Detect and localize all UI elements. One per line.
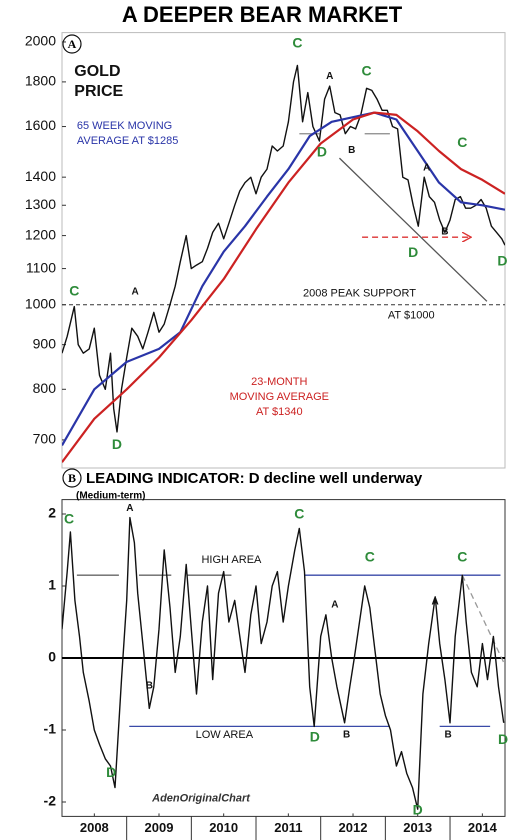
y-tick-label: 1 [48, 577, 56, 593]
phase-letter: A [131, 287, 138, 298]
series-line [62, 516, 505, 810]
x-tick-label: 2009 [145, 820, 174, 835]
y-tick-label: 1000 [25, 295, 56, 311]
phase-letter: D [112, 436, 122, 452]
x-tick-label: 2012 [339, 820, 368, 835]
chart-note: MOVING AVERAGE [230, 391, 329, 403]
panel-label-circle [62, 468, 82, 488]
annotation-line [338, 157, 488, 302]
y-tick-label: 1200 [25, 226, 56, 242]
y-tick-label: 1300 [25, 196, 56, 212]
y-tick-label: 1100 [26, 259, 56, 275]
panel-label: B [68, 471, 76, 485]
chart-note: HIGH AREA [201, 554, 262, 566]
y-tick-label: 1600 [25, 117, 56, 133]
chart-note: 23-MONTH [251, 376, 307, 388]
phase-letter: D [408, 244, 418, 260]
phase-letter: B [146, 681, 153, 692]
y-tick-label: 0 [48, 649, 56, 665]
chart-note: 65 WEEK MOVING [77, 120, 172, 132]
phase-letter: D [497, 252, 507, 268]
y-tick-label: 2 [48, 505, 56, 521]
plot-frame [61, 32, 506, 469]
phase-letter: C [457, 134, 467, 150]
phase-letter: B [441, 226, 448, 237]
phase-letter: C [362, 63, 372, 79]
panel-subtitle: (Medium-term) [76, 491, 145, 502]
x-tick-label: 2010 [209, 820, 238, 835]
phase-letter: A [326, 71, 333, 82]
series-line [62, 64, 505, 433]
phase-letter: B [444, 730, 451, 741]
phase-letter: C [365, 549, 375, 565]
y-tick-label: -1 [44, 721, 57, 737]
panel-label: A [68, 37, 77, 51]
panel-label-circle [62, 34, 82, 54]
y-tick-label: 2000 [25, 33, 56, 49]
series-line [62, 111, 505, 446]
phase-letter: C [294, 505, 304, 521]
phase-letter: D [106, 764, 116, 780]
phase-letter: A [432, 596, 439, 607]
phase-letter: D [317, 143, 327, 159]
phase-letter: A [331, 599, 338, 610]
page-title: A DEEPER BEAR MARKET [122, 2, 403, 27]
chart-note: AT $1000 [388, 309, 435, 321]
phase-letter: D [310, 729, 320, 745]
y-tick-label: 1800 [25, 73, 56, 89]
phase-letter: A [423, 163, 430, 174]
chart-note: AT $1340 [256, 406, 303, 418]
x-tick-label: 2014 [468, 820, 498, 835]
chart-note: LOW AREA [196, 729, 254, 741]
annotation-line [461, 574, 506, 666]
phase-letter: C [457, 549, 467, 565]
chart-note: GOLD [74, 63, 120, 80]
x-tick-label: 2013 [403, 820, 432, 835]
y-tick-label: 1400 [25, 168, 56, 184]
phase-letter: B [343, 730, 350, 741]
phase-letter: C [64, 510, 74, 526]
x-tick-label: 2011 [274, 820, 302, 835]
y-tick-label: -2 [44, 793, 57, 809]
phase-letter: C [69, 283, 79, 299]
phase-letter: B [348, 145, 355, 156]
chart-note: AdenOriginalChart [151, 792, 251, 804]
chart-note: 2008 PEAK SUPPORT [303, 287, 416, 299]
panel-title: LEADING INDICATOR: D decline well underw… [86, 470, 423, 487]
phase-letter: C [292, 35, 302, 51]
y-tick-label: 700 [33, 431, 57, 447]
chart-note: AVERAGE AT $1285 [77, 135, 179, 147]
y-tick-label: 900 [33, 335, 57, 351]
phase-letter: D [413, 801, 423, 817]
chart-note: PRICE [74, 83, 123, 100]
x-tick-label: 2008 [80, 820, 109, 835]
phase-letter: A [126, 503, 133, 514]
y-tick-label: 800 [33, 380, 57, 396]
series-line [62, 111, 505, 463]
phase-letter: D [498, 731, 508, 747]
